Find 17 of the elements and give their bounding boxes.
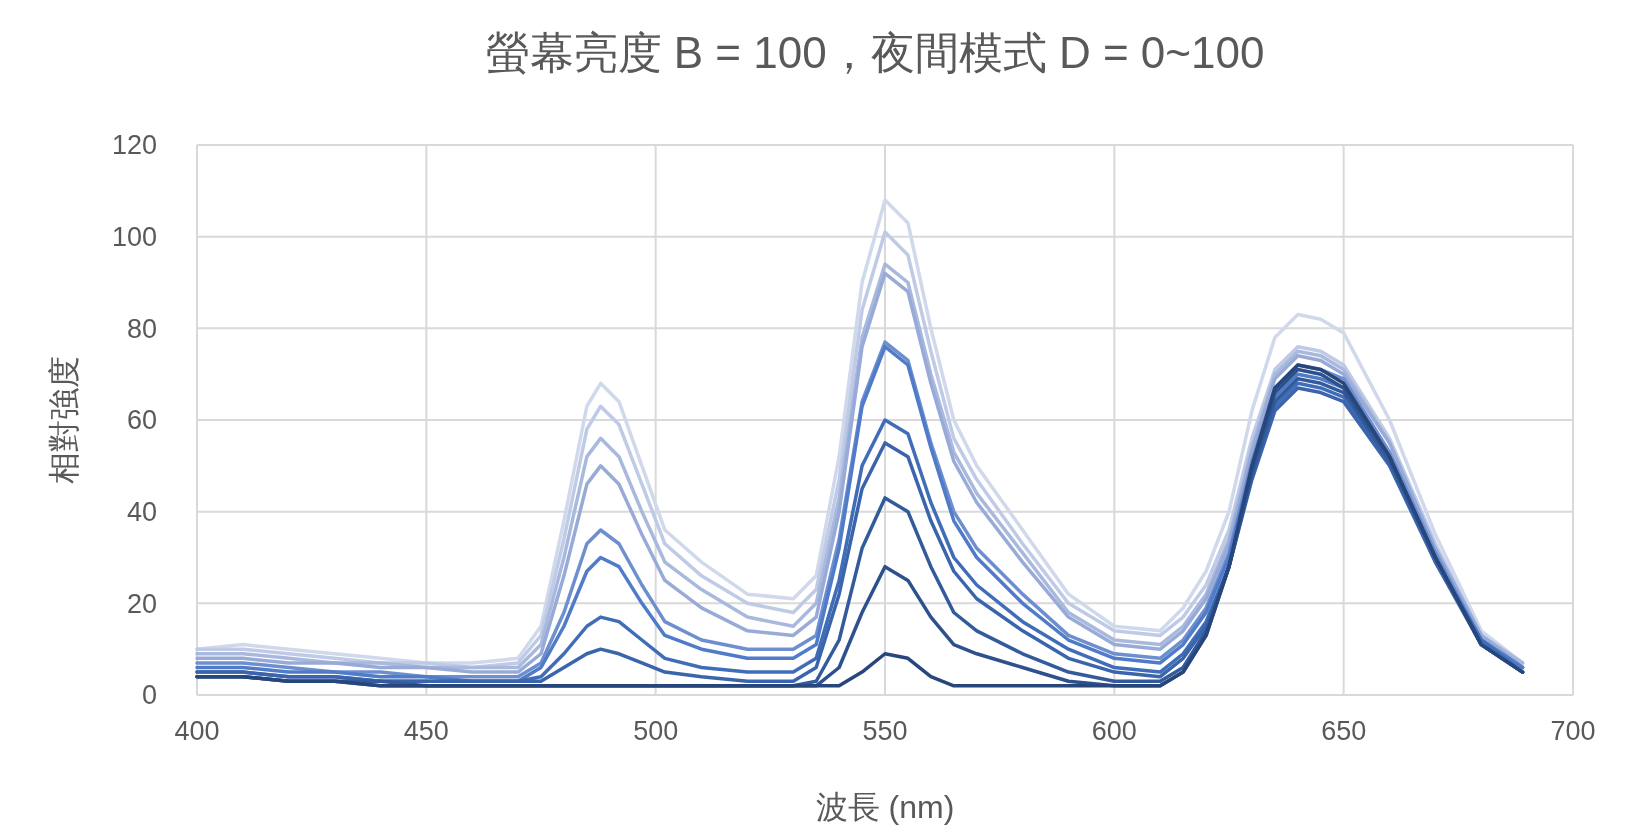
y-tick-label: 20: [126, 588, 157, 619]
x-tick-label: 650: [1321, 716, 1367, 746]
y-tick-label: 40: [126, 497, 157, 528]
y-tick-label: 100: [111, 222, 157, 253]
chart-title: 螢幕亮度 B = 100，夜間模式 D = 0~100: [485, 28, 1265, 77]
y-tick-label: 120: [111, 130, 157, 161]
x-tick-label: 400: [174, 716, 220, 746]
y-tick-label: 60: [126, 405, 157, 436]
x-axis-title: 波長 (nm): [815, 789, 955, 825]
x-tick-label: 600: [1091, 716, 1137, 746]
x-tick-label: 700: [1550, 716, 1596, 746]
x-tick-label: 550: [862, 716, 908, 746]
x-tick-label: 500: [633, 716, 679, 746]
y-axis-title: 相對強度: [46, 356, 82, 484]
y-tick-label: 80: [126, 313, 157, 344]
x-tick-label: 450: [403, 716, 449, 746]
y-tick-label: 0: [141, 680, 157, 711]
